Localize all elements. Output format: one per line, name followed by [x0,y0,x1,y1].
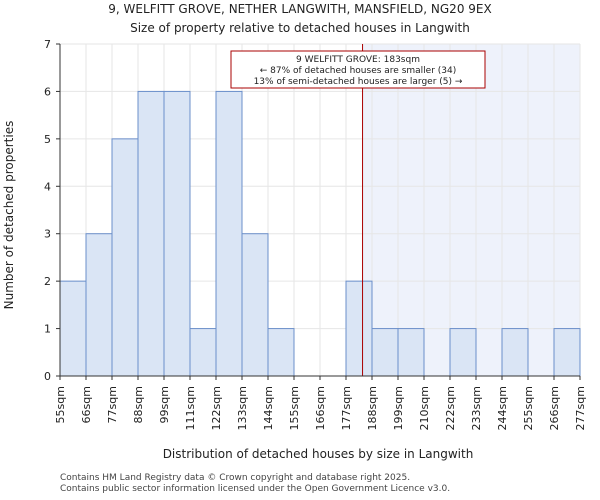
x-tick-label: 199sqm [392,386,405,430]
x-tick-label: 99sqm [158,386,171,423]
x-tick-label: 144sqm [262,386,275,430]
annotation-box: 9 WELFITT GROVE: 183sqm ← 87% of detache… [230,50,486,89]
y-tick-label: 2 [44,275,51,288]
bars [59,90,581,377]
bar [345,280,373,377]
x-tick-label: 77sqm [106,386,119,423]
annotation-line-3: 13% of semi-detached houses are larger (… [254,77,463,87]
x-tick-label: 155sqm [288,386,301,430]
x-tick-label: 88sqm [132,386,145,423]
footer-line-1: Contains HM Land Registry data © Crown c… [60,473,411,483]
chart-subtitle: Size of property relative to detached ho… [130,21,470,35]
larger-region-highlight [362,44,580,376]
y-tick-label: 4 [44,180,51,193]
x-tick-label: 222sqm [444,386,457,430]
annotation-line-1: 9 WELFITT GROVE: 183sqm [296,55,420,65]
bar [449,328,477,377]
x-tick-label: 66sqm [80,386,93,423]
bar [267,328,295,377]
y-tick-label: 5 [44,133,51,146]
annotation-line-2: ← 87% of detached houses are smaller (34… [260,66,457,76]
y-axis-ticks: 0 1 2 3 4 5 6 7 [44,38,60,383]
y-axis-label: Number of detached properties [2,121,16,310]
y-tick-label: 6 [44,85,51,98]
bar [85,233,113,377]
x-tick-label: 55sqm [54,386,67,423]
chart-title: 9, WELFITT GROVE, NETHER LANGWITH, MANSF… [108,2,491,16]
y-tick-label: 0 [44,370,51,383]
x-tick-label: 266sqm [548,386,561,430]
x-tick-label: 277sqm [574,386,587,430]
x-tick-label: 122sqm [210,386,223,430]
footer-line-2: Contains public sector information licen… [60,484,451,494]
x-tick-label: 177sqm [340,386,353,430]
x-axis-ticks: 55sqm 66sqm 77sqm 88sqm 99sqm 111sqm 122sqm 133… [54,376,587,430]
larger-region-rect [362,44,580,376]
bar [189,328,217,377]
x-tick-label: 188sqm [366,386,379,430]
x-tick-label: 255sqm [522,386,535,430]
x-tick-label: 111sqm [184,386,197,430]
bar [397,328,425,377]
bar [371,328,399,377]
bar [501,328,529,377]
bar [111,138,139,377]
y-tick-label: 3 [44,228,51,241]
bar [241,233,269,377]
bar [553,328,581,377]
y-tick-label: 1 [44,323,51,336]
x-tick-label: 244sqm [496,386,509,430]
bar [137,90,165,377]
bar [215,90,243,377]
x-tick-label: 210sqm [418,386,431,430]
x-tick-label: 233sqm [470,386,483,430]
x-tick-label: 133sqm [236,386,249,430]
x-axis-label: Distribution of detached houses by size … [163,447,474,461]
bar [163,90,191,377]
x-tick-label: 166sqm [314,386,327,430]
y-tick-label: 7 [44,38,51,51]
bar [59,280,87,377]
